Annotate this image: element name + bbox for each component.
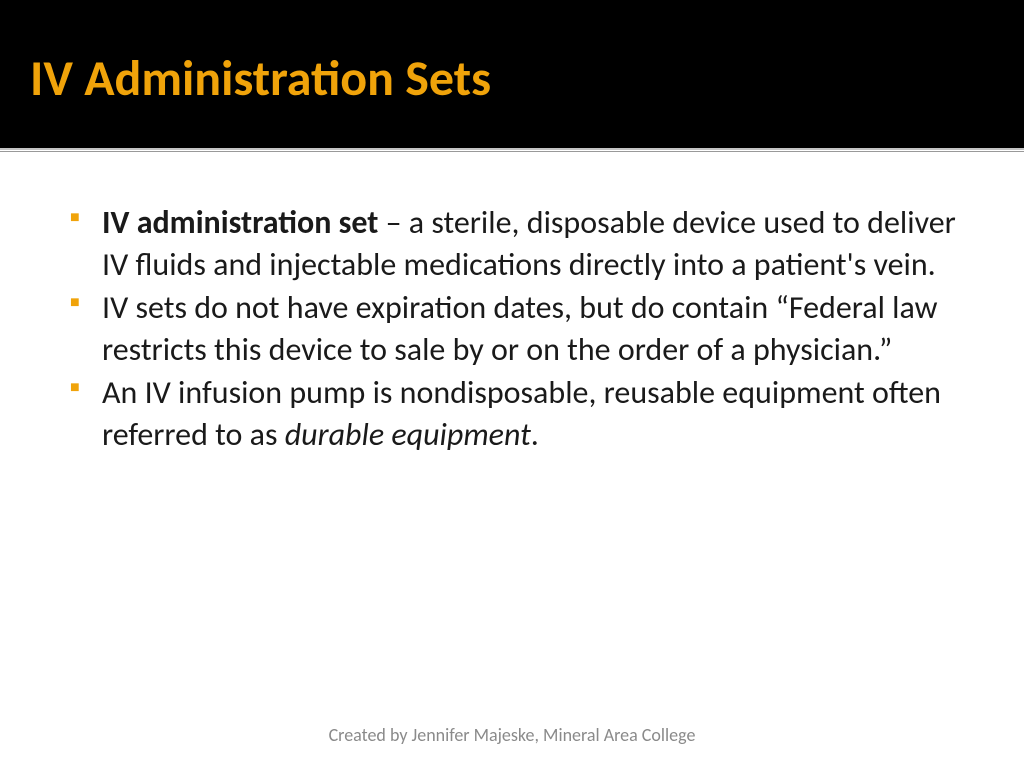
bullet-text: IV sets do not have expiration dates, bu… (102, 288, 937, 369)
slide: IV Administration Sets IV administration… (0, 0, 1024, 768)
bullet-item: IV administration set – a sterile, dispo… (70, 202, 964, 285)
slide-title: IV Administration Sets (30, 48, 994, 109)
slide-body: IV administration set – a sterile, dispo… (0, 152, 1024, 456)
bullet-item: An IV infusion pump is nondisposable, re… (70, 372, 964, 455)
bullet-italic: durable equipment (285, 415, 531, 454)
slide-header: IV Administration Sets (0, 0, 1024, 148)
bullet-bold-lead: IV administration set (102, 203, 378, 242)
bullet-text: . (531, 415, 539, 454)
bullet-list: IV administration set – a sterile, dispo… (70, 202, 964, 456)
slide-footer: Created by Jennifer Majeske, Mineral Are… (0, 724, 1024, 746)
bullet-item: IV sets do not have expiration dates, bu… (70, 287, 964, 370)
